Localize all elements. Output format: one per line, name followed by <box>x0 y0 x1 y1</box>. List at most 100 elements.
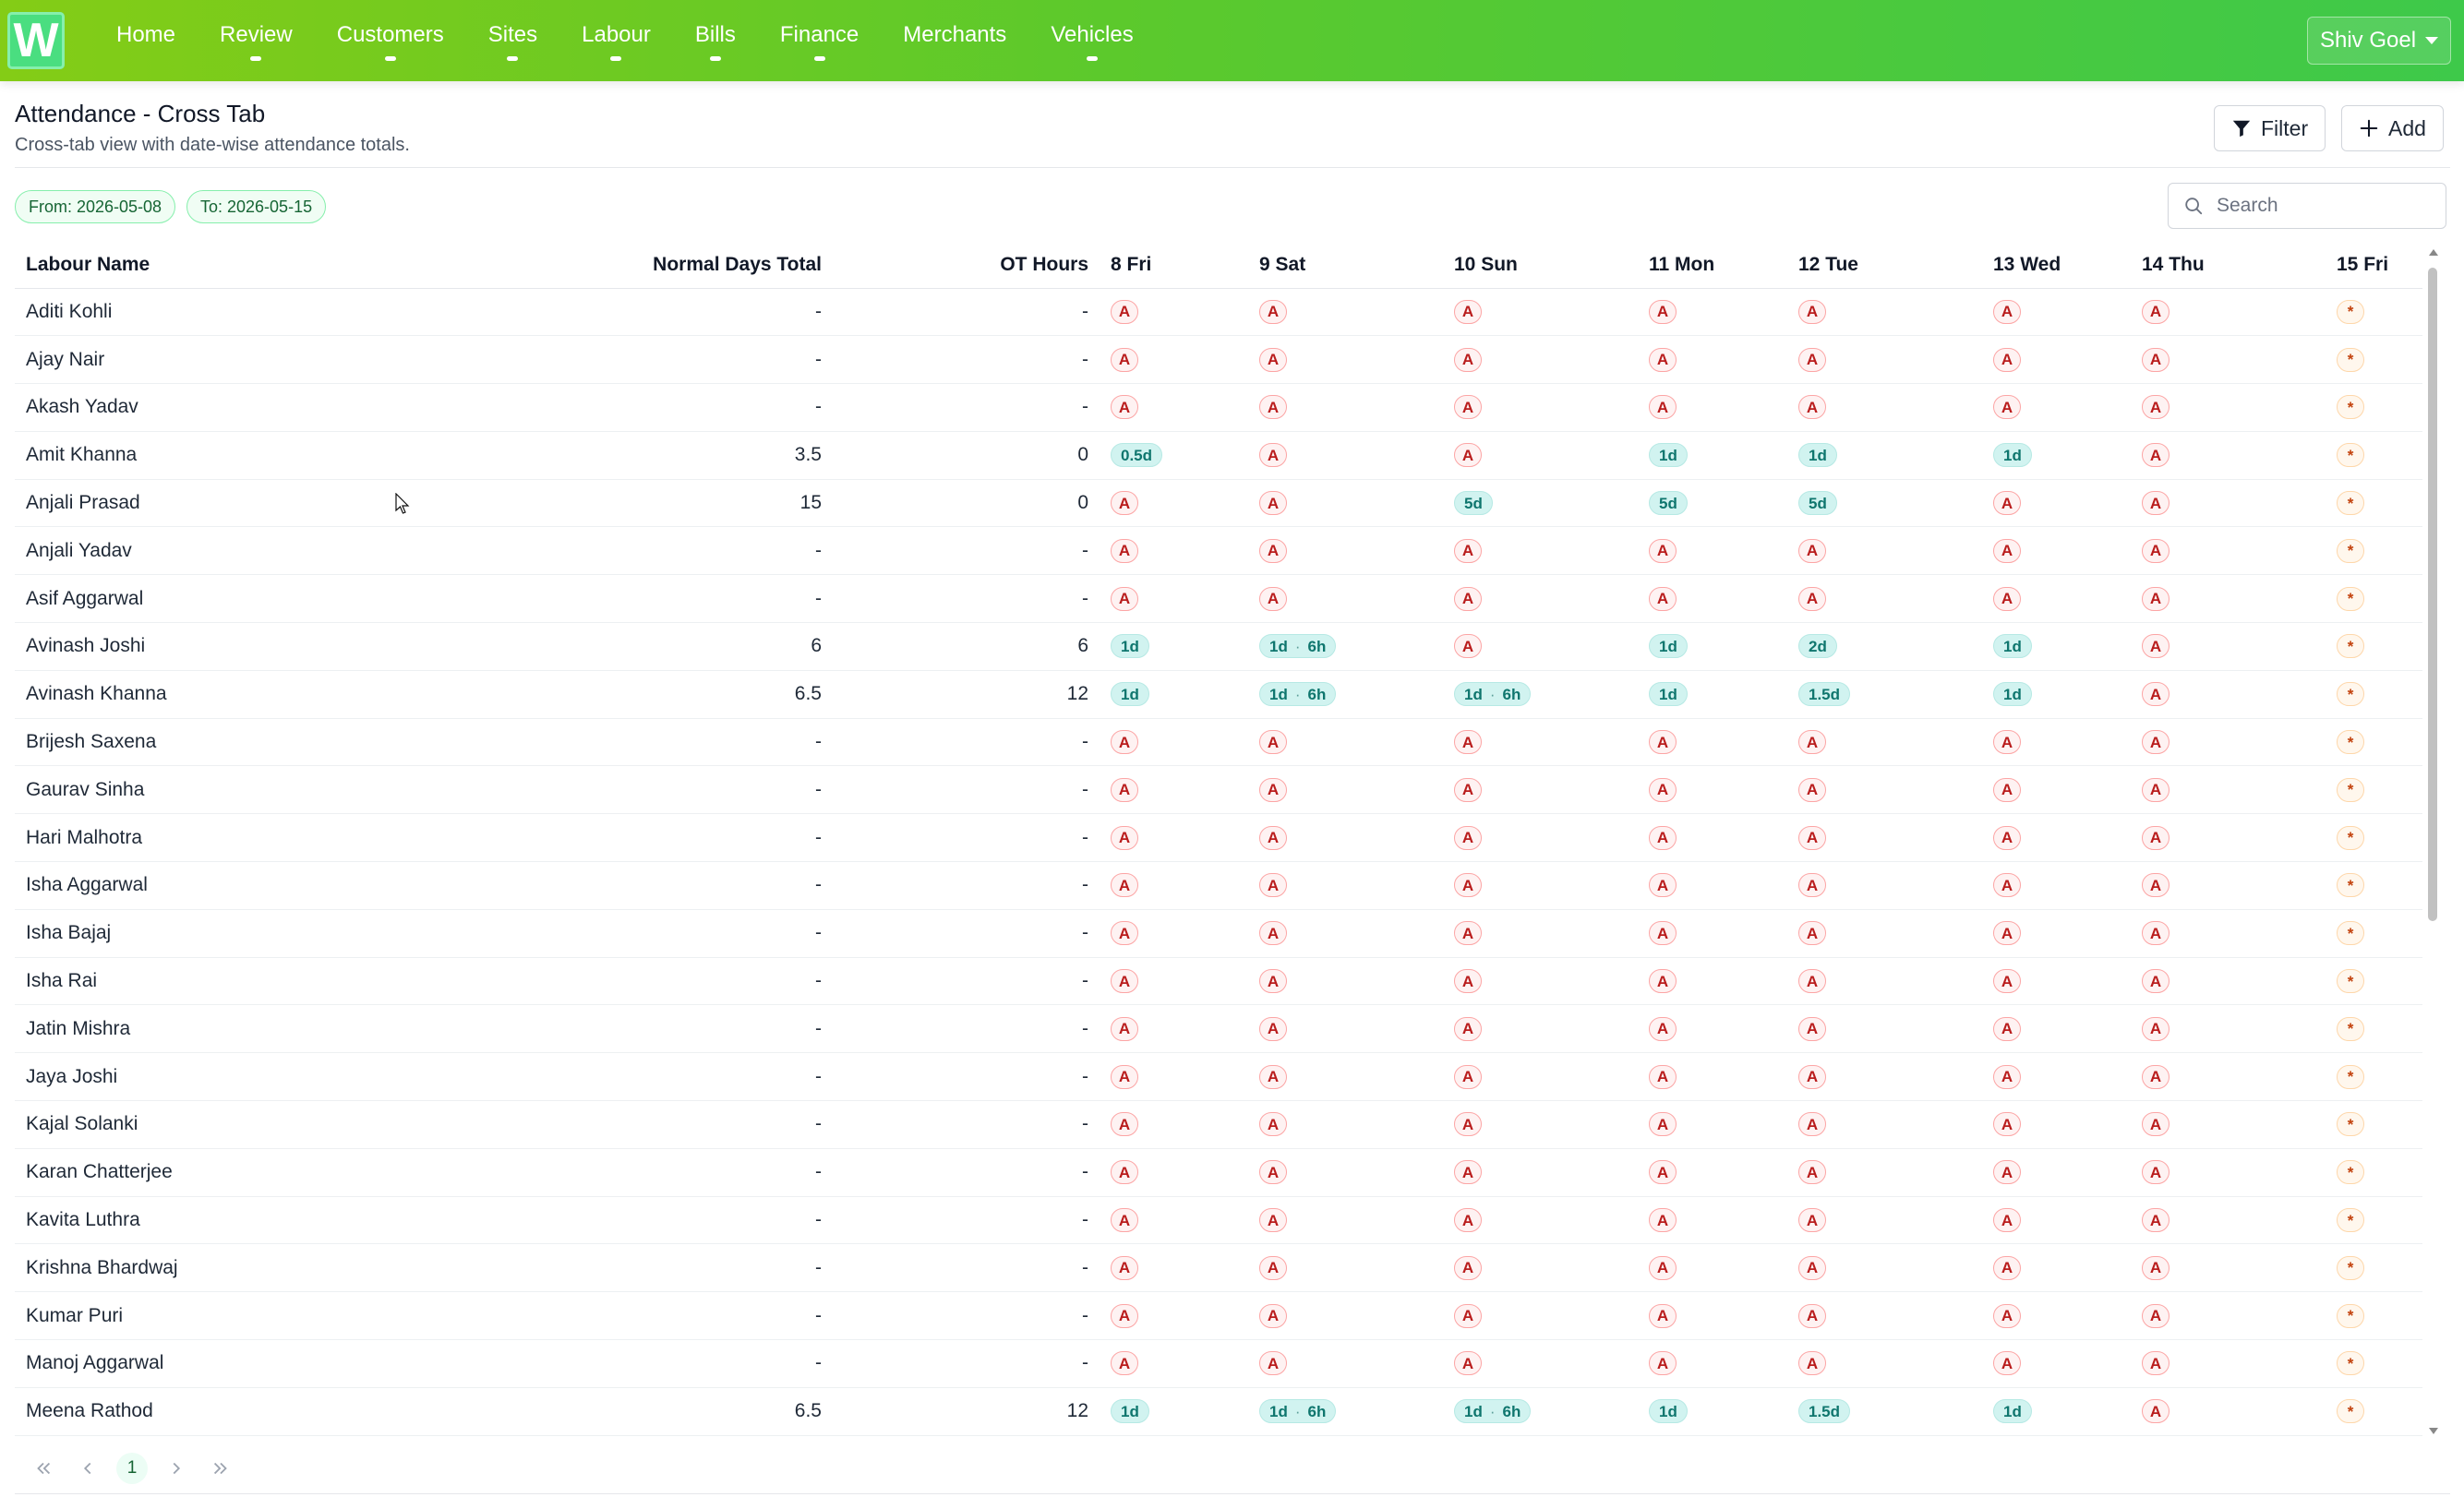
nav-item-vehicles[interactable]: Vehicles <box>1051 0 1134 81</box>
attendance-cell[interactable]: A <box>1787 288 1982 337</box>
first-page-button[interactable] <box>28 1453 59 1484</box>
attendance-cell[interactable]: A <box>1787 957 1982 1006</box>
attendance-cell[interactable]: A <box>1248 861 1443 910</box>
attendance-cell[interactable]: 5d <box>1443 479 1638 528</box>
attendance-cell[interactable]: A <box>1638 861 1787 910</box>
attendance-cell[interactable]: A <box>1982 1243 2131 1293</box>
attendance-cell[interactable]: A <box>1248 1196 1443 1245</box>
table-row[interactable]: Isha Bajaj - - A A A A A A A * <box>15 909 2422 958</box>
attendance-cell[interactable]: * <box>2326 1052 2422 1102</box>
attendance-cell[interactable]: A <box>1638 813 1787 863</box>
next-page-button[interactable] <box>161 1453 192 1484</box>
attendance-cell[interactable]: A <box>1787 526 1982 576</box>
attendance-cell[interactable]: A <box>2131 813 2326 863</box>
attendance-cell[interactable]: * <box>2326 431 2422 480</box>
attendance-cell[interactable]: A <box>1248 574 1443 624</box>
attendance-cell[interactable]: A <box>1100 1339 1248 1388</box>
attendance-cell[interactable]: A <box>1982 288 2131 337</box>
table-row[interactable]: Manoj Aggarwal - - A A A A A A A * <box>15 1339 2422 1388</box>
nav-item-customers[interactable]: Customers <box>337 0 444 81</box>
attendance-cell[interactable]: A <box>1100 479 1248 528</box>
attendance-cell[interactable]: A <box>1787 765 1982 815</box>
attendance-cell[interactable]: A <box>1638 574 1787 624</box>
attendance-cell[interactable]: A <box>2131 622 2326 671</box>
attendance-cell[interactable]: 1d <box>1638 431 1787 480</box>
attendance-cell[interactable]: A <box>1787 1004 1982 1054</box>
attendance-cell[interactable]: * <box>2326 479 2422 528</box>
attendance-cell[interactable]: A <box>1248 1291 1443 1341</box>
attendance-cell[interactable]: A <box>1443 335 1638 385</box>
scrollbar-thumb[interactable] <box>2428 268 2437 921</box>
attendance-cell[interactable]: A <box>1787 861 1982 910</box>
attendance-cell[interactable]: 1d <box>1638 670 1787 719</box>
attendance-cell[interactable]: A <box>2131 670 2326 719</box>
attendance-cell[interactable]: 1d <box>1982 431 2131 480</box>
attendance-cell[interactable]: A <box>1982 526 2131 576</box>
attendance-cell[interactable]: A <box>2131 383 2326 432</box>
attendance-cell[interactable]: A <box>1100 765 1248 815</box>
attendance-cell[interactable]: 1d <box>1100 670 1248 719</box>
attendance-cell[interactable]: A <box>1100 526 1248 576</box>
attendance-cell[interactable]: A <box>1982 335 2131 385</box>
attendance-cell[interactable]: A <box>1982 1052 2131 1102</box>
scroll-up-arrow-icon[interactable] <box>2429 249 2438 256</box>
attendance-cell[interactable]: * <box>2326 1196 2422 1245</box>
filter-button[interactable]: Filter <box>2214 105 2326 151</box>
attendance-cell[interactable]: 1d · 6h <box>1443 1387 1638 1436</box>
attendance-cell[interactable]: * <box>2326 335 2422 385</box>
attendance-cell[interactable]: 1d <box>1787 431 1982 480</box>
table-row[interactable]: Kajal Solanki - - A A A A A A A * <box>15 1100 2422 1149</box>
attendance-cell[interactable]: * <box>2326 288 2422 337</box>
attendance-cell[interactable]: A <box>1638 1100 1787 1149</box>
attendance-cell[interactable]: A <box>1443 957 1638 1006</box>
table-row[interactable]: Avinash Joshi 6 6 1d 1d · 6h A 1d 2d 1d A * <box>15 622 2422 671</box>
table-row[interactable]: Anjali Yadav - - A A A A A A A * <box>15 526 2422 576</box>
attendance-cell[interactable]: A <box>1443 1339 1638 1388</box>
attendance-cell[interactable]: A <box>1443 909 1638 958</box>
attendance-cell[interactable]: A <box>1443 526 1638 576</box>
attendance-cell[interactable]: 1d <box>1982 1387 2131 1436</box>
attendance-cell[interactable]: A <box>1787 1052 1982 1102</box>
attendance-cell[interactable]: A <box>1100 718 1248 767</box>
attendance-cell[interactable]: A <box>1638 765 1787 815</box>
attendance-cell[interactable]: A <box>1982 861 2131 910</box>
attendance-table-container[interactable]: Labour Name Normal Days Total OT Hours 8 Fr… <box>15 242 2435 1438</box>
attendance-cell[interactable]: A <box>2131 1148 2326 1197</box>
attendance-cell[interactable]: A <box>2131 1387 2326 1436</box>
attendance-cell[interactable]: A <box>1443 813 1638 863</box>
attendance-cell[interactable]: A <box>1638 335 1787 385</box>
table-row[interactable]: Brijesh Saxena - - A A A A A A A * <box>15 718 2422 767</box>
attendance-cell[interactable]: A <box>1982 909 2131 958</box>
attendance-cell[interactable]: 1d <box>1100 1387 1248 1436</box>
attendance-cell[interactable]: A <box>1248 1148 1443 1197</box>
attendance-cell[interactable]: A <box>2131 479 2326 528</box>
table-row[interactable]: Isha Aggarwal - - A A A A A A A * <box>15 861 2422 910</box>
attendance-cell[interactable]: A <box>1982 479 2131 528</box>
table-row[interactable]: Krishna Bhardwaj - - A A A A A A A * <box>15 1243 2422 1293</box>
attendance-cell[interactable]: A <box>1248 479 1443 528</box>
attendance-cell[interactable]: * <box>2326 622 2422 671</box>
attendance-cell[interactable]: A <box>1982 1004 2131 1054</box>
attendance-cell[interactable]: A <box>1638 957 1787 1006</box>
attendance-cell[interactable]: 1d · 6h <box>1443 670 1638 719</box>
attendance-cell[interactable]: * <box>2326 1148 2422 1197</box>
attendance-cell[interactable]: A <box>1443 1291 1638 1341</box>
attendance-cell[interactable]: A <box>1787 1100 1982 1149</box>
attendance-cell[interactable]: A <box>2131 861 2326 910</box>
attendance-cell[interactable]: * <box>2326 813 2422 863</box>
attendance-cell[interactable]: A <box>1248 718 1443 767</box>
attendance-cell[interactable]: * <box>2326 909 2422 958</box>
attendance-cell[interactable]: * <box>2326 670 2422 719</box>
table-row[interactable]: Jatin Mishra - - A A A A A A A * <box>15 1004 2422 1054</box>
attendance-cell[interactable]: 1.5d <box>1787 1387 1982 1436</box>
attendance-cell[interactable]: A <box>1443 1100 1638 1149</box>
attendance-cell[interactable]: A <box>1443 574 1638 624</box>
attendance-cell[interactable]: A <box>1787 1291 1982 1341</box>
attendance-cell[interactable]: A <box>1982 1148 2131 1197</box>
attendance-cell[interactable]: A <box>1248 957 1443 1006</box>
attendance-cell[interactable]: A <box>1787 335 1982 385</box>
attendance-cell[interactable]: A <box>1443 718 1638 767</box>
column-header[interactable]: Labour Name <box>15 242 264 289</box>
attendance-cell[interactable]: A <box>1248 909 1443 958</box>
attendance-cell[interactable]: A <box>1100 1100 1248 1149</box>
